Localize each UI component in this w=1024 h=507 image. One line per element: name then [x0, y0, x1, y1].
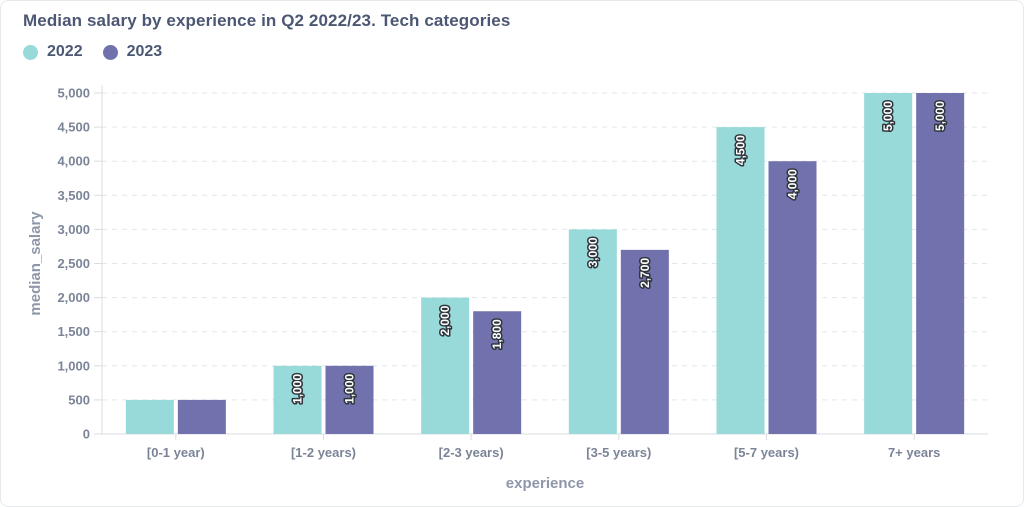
bar — [716, 127, 765, 434]
y-tick-label: 3,000 — [57, 222, 90, 237]
y-tick-label: 1,500 — [57, 324, 90, 339]
legend-label-2022: 2022 — [47, 43, 83, 60]
x-tick-label: [2-3 years) — [439, 445, 504, 460]
bar — [177, 399, 226, 434]
y-tick-label: 5,000 — [57, 86, 90, 101]
chart-legend: 2022 2023 — [23, 43, 162, 61]
data-label: 1,000 — [291, 373, 305, 403]
legend-label-2023: 2023 — [126, 43, 163, 60]
x-tick-label: 7+ years — [888, 445, 940, 460]
bar — [864, 93, 913, 434]
y-tick-label: 1,000 — [57, 358, 90, 373]
y-tick-label: 2,500 — [57, 256, 90, 271]
data-label: 3,000 — [586, 237, 600, 267]
bar — [473, 311, 522, 434]
y-tick-label: 4,500 — [57, 120, 90, 135]
legend-item-2023[interactable]: 2023 — [102, 43, 163, 61]
bar — [125, 399, 174, 434]
bar — [568, 229, 617, 434]
x-tick-label: [3-5 years) — [586, 445, 651, 460]
bar — [768, 161, 817, 434]
legend-item-2022[interactable]: 2022 — [23, 43, 83, 61]
y-axis-title: median_salary — [27, 211, 44, 316]
legend-swatch-2022 — [23, 44, 38, 60]
data-label: 1,000 — [343, 373, 357, 403]
bar — [325, 365, 374, 434]
chart-title: Median salary by experience in Q2 2022/2… — [23, 11, 511, 30]
bar — [421, 297, 470, 434]
bar — [620, 249, 669, 434]
x-tick-label: [0-1 year) — [147, 445, 205, 460]
data-label: 2,000 — [438, 305, 452, 335]
y-tick-label: 2,000 — [57, 290, 90, 305]
data-label: 4,500 — [734, 135, 748, 165]
data-label: 5,000 — [881, 101, 895, 131]
legend-swatch-2023 — [102, 44, 118, 60]
bar — [916, 93, 965, 434]
y-tick-label: 0 — [83, 427, 90, 442]
data-label: 4,000 — [786, 169, 800, 199]
data-label: 5,000 — [933, 101, 947, 131]
y-tick-label: 3,500 — [57, 188, 90, 203]
y-tick-label: 4,000 — [57, 154, 90, 169]
y-tick-label: 500 — [68, 392, 90, 407]
x-tick-label: [5-7 years) — [734, 445, 799, 460]
bar — [273, 365, 322, 434]
data-label: 1,800 — [490, 319, 504, 349]
x-axis-title: experience — [506, 475, 584, 492]
x-tick-label: [1-2 years) — [291, 445, 356, 460]
data-label: 2,700 — [638, 258, 652, 288]
